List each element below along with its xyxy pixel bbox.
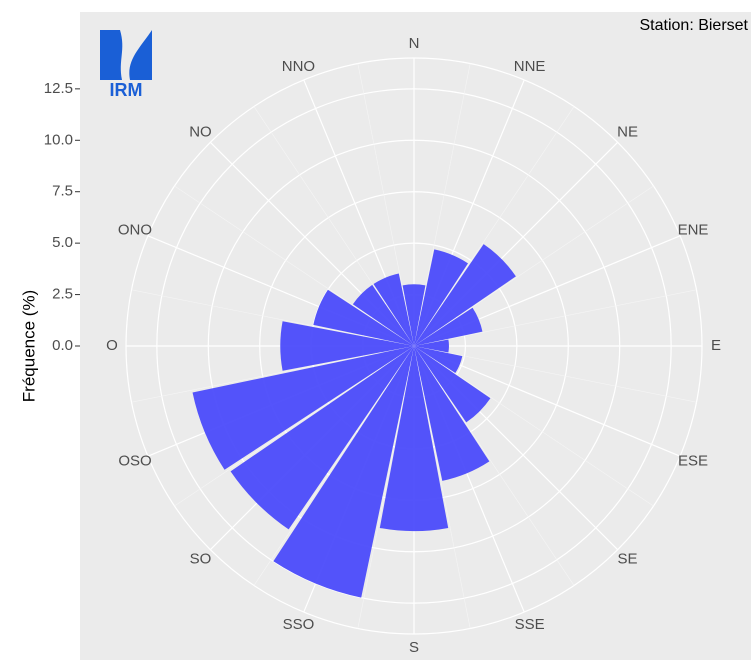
bar (414, 346, 490, 481)
minor-spoke (413, 63, 471, 347)
x-tick-label: NE (617, 123, 638, 140)
bar (414, 346, 463, 373)
bars (192, 244, 516, 598)
minor-spoke (413, 185, 654, 347)
x-tick-label: O (106, 337, 118, 354)
minor-spoke (253, 106, 415, 347)
x-tick-label: SSE (515, 616, 545, 633)
x-tick-label: NNO (282, 58, 315, 75)
minor-spoke (174, 185, 415, 347)
logo-shape (129, 30, 152, 80)
bar (414, 307, 483, 346)
x-tick-label: SSO (283, 616, 315, 633)
bar (313, 289, 414, 346)
bar (402, 284, 426, 346)
bar (414, 339, 449, 353)
x-tick-label: SE (618, 551, 638, 568)
minor-spoke (413, 345, 654, 507)
minor-spoke (413, 106, 575, 347)
minor-spoke (253, 345, 415, 586)
x-tick-label: ENE (678, 221, 709, 238)
x-tick-label: S (409, 639, 419, 656)
minor-spoke (413, 289, 697, 347)
y-tick-label: 10.0 (44, 131, 73, 148)
x-tick-label: N (409, 35, 420, 52)
bar (373, 273, 414, 346)
minor-spoke (131, 289, 415, 347)
minor-spoke (357, 63, 415, 347)
bar (230, 346, 414, 530)
x-tick-label: NNE (514, 58, 546, 75)
bar (192, 346, 414, 470)
y-tick-label: 0.0 (52, 337, 73, 354)
bar (280, 321, 414, 371)
x-tick-label: SO (190, 551, 212, 568)
minor-spoke (131, 345, 415, 403)
x-tick-label: E (711, 337, 721, 354)
minor-spoke (413, 345, 575, 586)
minor-spoke (357, 345, 415, 629)
bar (414, 244, 516, 346)
x-tick-label: ONO (118, 221, 152, 238)
bar (379, 346, 449, 532)
logo-text: IRM (110, 80, 143, 100)
logo: IRM (100, 30, 152, 100)
labels: 0.02.55.07.510.012.5NNNENEENEEESESESSESS… (44, 35, 721, 656)
bar (273, 346, 414, 598)
y-tick-label: 5.0 (52, 234, 73, 251)
minor-spoke (174, 345, 415, 507)
x-tick-label: OSO (118, 453, 151, 470)
minor-spoke (413, 345, 697, 403)
x-tick-label: NO (189, 123, 212, 140)
x-tick-label: ESE (678, 453, 708, 470)
bar (352, 284, 414, 346)
y-tick-label: 12.5 (44, 80, 73, 97)
annotation: Station: Bierset (640, 17, 749, 34)
bar (414, 249, 468, 346)
y-axis-label: Fréquence (%) (19, 290, 38, 402)
logo-shape (100, 30, 123, 80)
minor-spoke (413, 345, 471, 629)
bar (414, 346, 491, 423)
y-tick-label: 7.5 (52, 183, 73, 200)
y-tick-label: 2.5 (52, 286, 73, 303)
